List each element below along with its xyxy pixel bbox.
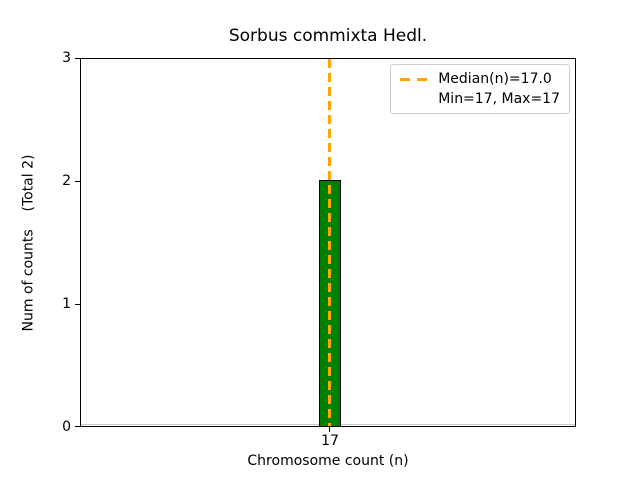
legend-row-median: Median(n)=17.0 — [400, 69, 560, 89]
legend-label-median: Median(n)=17.0 — [438, 71, 552, 87]
legend-row-minmax: Min=17, Max=17 — [400, 89, 560, 109]
y-tick-label-2: 2 — [62, 173, 71, 189]
median-dashed-line-icon — [400, 77, 429, 81]
legend-label-minmax: Min=17, Max=17 — [438, 91, 560, 107]
chart-title: Sorbus commixta Hedl. — [228, 26, 428, 46]
y-tick-mark-1 — [75, 304, 80, 305]
y-tick-label-3: 3 — [62, 50, 71, 66]
x-tick-mark-17 — [329, 427, 330, 432]
legend-marker-spacer — [400, 98, 428, 101]
y-tick-mark-0 — [75, 426, 80, 427]
y-tick-mark-3 — [75, 58, 80, 59]
x-axis-label: Chromosome count (n) — [247, 453, 409, 469]
plot-area: Median(n)=17.0 Min=17, Max=17 — [80, 58, 576, 427]
x-tick-label-17: 17 — [321, 433, 339, 449]
y-axis-label: Num of counts (Total 2) — [20, 154, 37, 332]
y-tick-label-1: 1 — [62, 296, 71, 312]
y-tick-label-0: 0 — [62, 419, 71, 435]
median-line — [328, 59, 331, 426]
legend: Median(n)=17.0 Min=17, Max=17 — [390, 64, 570, 114]
y-tick-mark-2 — [75, 181, 80, 182]
